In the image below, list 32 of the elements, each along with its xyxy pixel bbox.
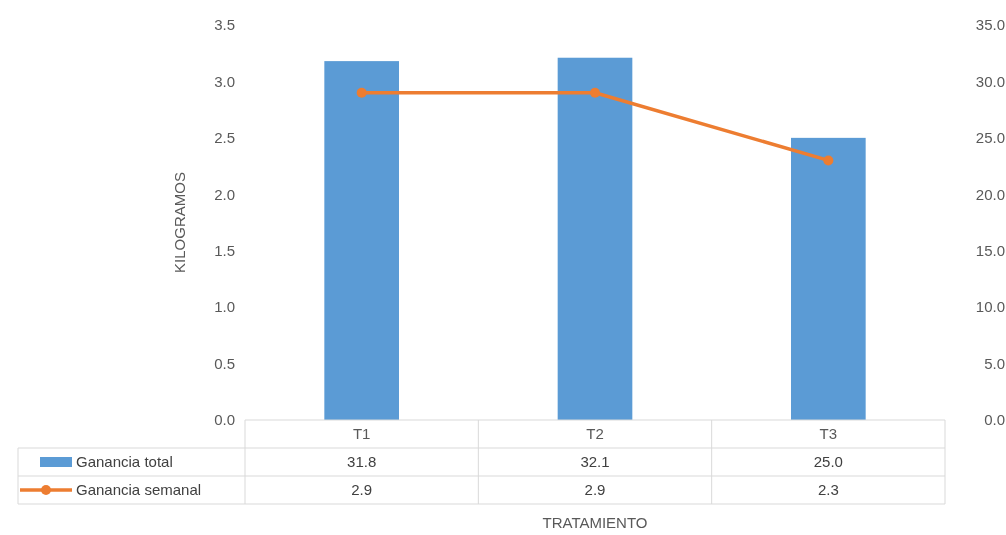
x-tick-label: T2 — [586, 425, 604, 443]
x-axis-title: TRATAMIENTO — [542, 514, 648, 531]
y-tick-label: 2.5 — [214, 129, 235, 147]
y2-tick-label: 30.0 — [975, 72, 1005, 90]
y2-tick-label: 15.0 — [975, 241, 1005, 259]
y-tick-label: 0.5 — [214, 354, 235, 372]
data-label: 2.9 — [351, 481, 373, 499]
x-tick-label: T3 — [819, 425, 838, 443]
y2-tick-label: 10.0 — [975, 298, 1005, 316]
data-label: 25.0 — [813, 453, 843, 471]
y2-tick-label: 0.0 — [984, 411, 1005, 429]
y2-tick-label: 25.0 — [975, 129, 1005, 147]
data-label: 2.3 — [817, 481, 839, 499]
y2-tick-label: 5.0 — [984, 354, 1005, 372]
data-label: 2.9 — [584, 481, 606, 499]
y-tick-label: 2.0 — [214, 185, 235, 203]
y-tick-label: 1.0 — [214, 298, 235, 316]
bar — [557, 57, 633, 420]
y-tick-label: 0.0 — [214, 411, 235, 429]
bar — [791, 137, 866, 420]
legend-label: Ganancia total — [76, 453, 173, 471]
x-tick-label: T1 — [352, 425, 371, 443]
y-axis-title: KILOGRAMOS — [171, 172, 188, 273]
y-tick-label: 3.0 — [214, 72, 235, 90]
y2-tick-label: 20.0 — [975, 185, 1005, 203]
legend-label: Ganancia semanal — [76, 481, 202, 499]
y2-tick-label: 35.0 — [975, 16, 1005, 34]
bar — [324, 61, 399, 420]
data-label: 32.1 — [580, 453, 610, 471]
y-tick-label: 3.5 — [214, 16, 235, 34]
data-label: 31.8 — [347, 453, 377, 471]
y-tick-label: 1.5 — [214, 241, 235, 259]
